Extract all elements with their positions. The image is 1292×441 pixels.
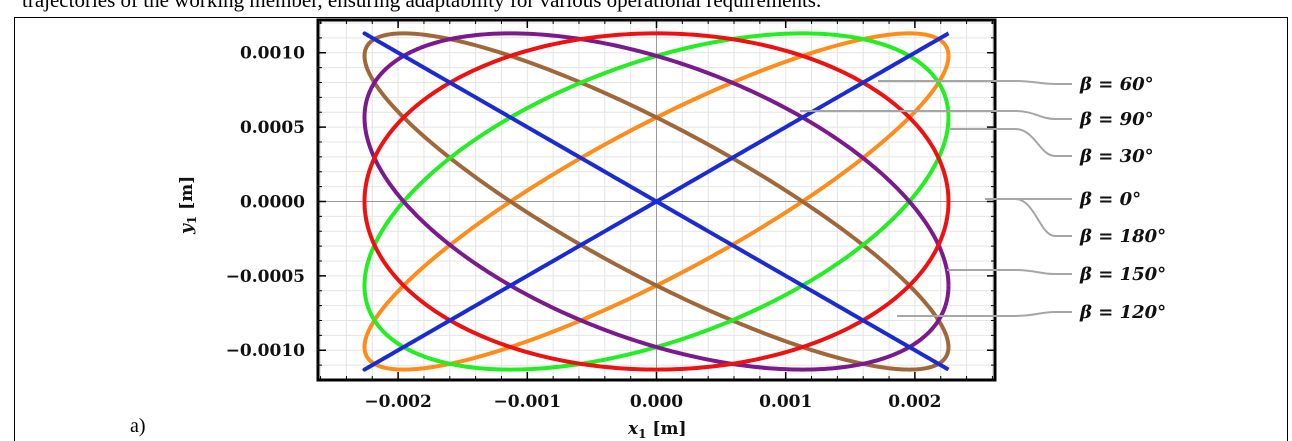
- y-axis-unit: [m]: [177, 176, 197, 216]
- legend-leader-90: [800, 110, 1072, 120]
- x-axis-title: x1 [m]: [627, 419, 687, 441]
- legend-label-180: β = 180°: [1079, 226, 1166, 247]
- y-tick-label: 0.0000: [240, 192, 305, 212]
- x-tick-label: 0.002: [888, 392, 941, 412]
- legend-label-0: β = 0°: [1079, 189, 1141, 210]
- caption-text: trajectories of the working member, ensu…: [22, 0, 822, 12]
- x-tick-label: 0.001: [759, 392, 812, 412]
- legend-label-150: β = 150°: [1079, 264, 1166, 285]
- panel-label: a): [130, 415, 146, 437]
- legend-leader-30: [950, 128, 1072, 157]
- series-layer: [362, 31, 951, 372]
- legend-label-120: β = 120°: [1079, 302, 1166, 323]
- axes: −0.002 −0.001 0.000 0.001 0.002 0.0010 0.0005 0…: [226, 18, 997, 412]
- x-axis-sub: 1: [638, 427, 646, 441]
- legend: β = 60° β = 90° β = 30° β = 0° β = 180° β = 1…: [800, 74, 1166, 323]
- legend-label-90: β = 90°: [1079, 109, 1154, 130]
- series-line-90: [362, 31, 951, 372]
- y-tick-label: 0.0010: [240, 44, 305, 64]
- y-axis-var: y: [177, 223, 197, 235]
- y-axis-title: y1 [m]: [177, 176, 199, 235]
- series-line-180: [362, 31, 951, 372]
- legend-leader-60: [878, 80, 1072, 85]
- x-tick-label: 0.000: [630, 392, 683, 412]
- legend-label-30: β = 30°: [1079, 146, 1154, 167]
- legend-label-60: β = 60°: [1079, 74, 1154, 95]
- y-tick-label: −0.0005: [226, 267, 305, 287]
- y-axis-sub: 1: [185, 216, 199, 224]
- x-axis-unit: [m]: [647, 419, 687, 439]
- y-tick-label: 0.0005: [240, 118, 305, 138]
- x-tick-label: −0.001: [494, 392, 561, 412]
- legend-leader-120: [897, 311, 1072, 317]
- y-tick-label: −0.0010: [226, 341, 305, 361]
- figure-frame: [14, 17, 1288, 441]
- series-line-0: [362, 31, 951, 372]
- x-axis-var: x: [627, 419, 639, 439]
- x-tick-label: −0.002: [364, 392, 431, 412]
- legend-leader-150: [947, 269, 1072, 275]
- legend-leader-180: [985, 198, 1072, 237]
